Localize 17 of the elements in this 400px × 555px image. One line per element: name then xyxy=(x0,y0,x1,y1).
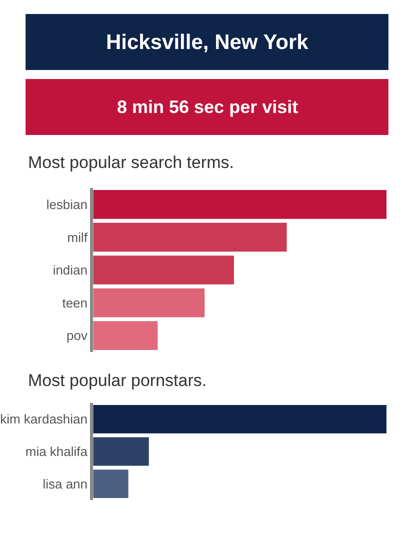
bar xyxy=(93,321,158,350)
y-tick-label: lisa ann xyxy=(42,476,88,492)
y-tick-label: lesbian xyxy=(46,196,88,212)
y-tick-label: teen xyxy=(62,295,88,310)
text: 8 min 56 sec per visit xyxy=(117,97,298,117)
text: Hicksville, New York xyxy=(106,31,309,54)
bar xyxy=(93,256,234,284)
chart-title: Most popular search terms. xyxy=(28,153,234,172)
y-tick-label: mia khalifa xyxy=(25,444,88,460)
bar xyxy=(93,222,287,252)
chart-title: Most popular pornstars. xyxy=(28,371,207,390)
bar xyxy=(93,190,386,219)
y-tick-label: pov xyxy=(66,328,88,344)
y-tick-label: indian xyxy=(52,262,88,278)
y-tick-label: kim kardashian xyxy=(0,412,88,427)
bar xyxy=(93,288,205,318)
y-tick-label: milf xyxy=(67,230,88,245)
